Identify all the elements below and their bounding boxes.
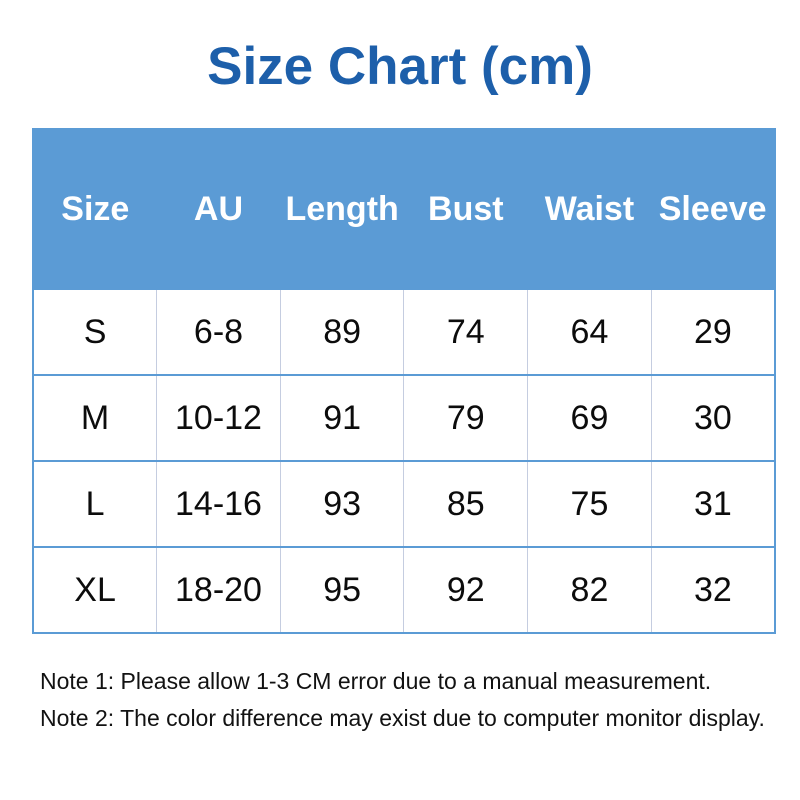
measurement-cell: 82 (527, 547, 652, 634)
measurement-cell: 85 (403, 461, 528, 548)
header-cell-waist: Waist (527, 128, 652, 290)
table-row-l: L 14-16 93 85 75 31 (33, 461, 775, 548)
header-cell-au: AU (156, 128, 281, 290)
header-cell-length: Length (280, 128, 404, 290)
size-label-cell: L (33, 461, 157, 548)
page-title: Size Chart (cm) (207, 37, 593, 96)
size-label-cell: XL (33, 547, 157, 634)
table-header-row: Size AU Length Bust Waist Sleeve (33, 128, 775, 290)
table-row-m: M 10-12 91 79 69 30 (33, 375, 775, 462)
header-cell-sleeve: Sleeve (651, 128, 775, 290)
table-row-s: S 6-8 89 74 64 29 (33, 290, 775, 376)
size-chart-table: Size AU Length Bust Waist Sleeve S 6-8 89 74 64 29… (32, 128, 776, 634)
table-row-xl: XL 18-20 95 92 82 32 (33, 547, 775, 634)
note-line-1: Note 1: Please allow 1-3 CM error due to… (40, 668, 712, 694)
measurement-cell: 10-12 (156, 375, 281, 462)
measurement-cell: 74 (403, 290, 528, 376)
measurement-cell: 6-8 (156, 290, 281, 376)
measurement-cell: 89 (279, 290, 404, 376)
note-line-2: Note 2: The color difference may exist d… (40, 705, 765, 731)
measurement-cell: 92 (403, 547, 528, 634)
measurement-cell: 64 (527, 290, 652, 376)
measurement-cell: 32 (650, 547, 775, 634)
measurement-cell: 14-16 (156, 461, 281, 548)
measurement-cell: 93 (279, 461, 404, 548)
notes-section: Note 1: Please allow 1-3 CM error due to… (40, 663, 780, 737)
measurement-cell: 31 (650, 461, 775, 548)
measurement-cell: 18-20 (156, 547, 281, 634)
measurement-cell: 29 (650, 290, 775, 376)
measurement-cell: 79 (403, 375, 528, 462)
header-cell-bust: Bust (403, 128, 528, 290)
size-label-cell: M (33, 375, 157, 462)
size-label-cell: S (33, 290, 157, 376)
measurement-cell: 30 (650, 375, 775, 462)
measurement-cell: 95 (279, 547, 404, 634)
measurement-cell: 69 (527, 375, 652, 462)
measurement-cell: 75 (527, 461, 652, 548)
header-cell-size: Size (33, 128, 157, 290)
measurement-cell: 91 (279, 375, 404, 462)
